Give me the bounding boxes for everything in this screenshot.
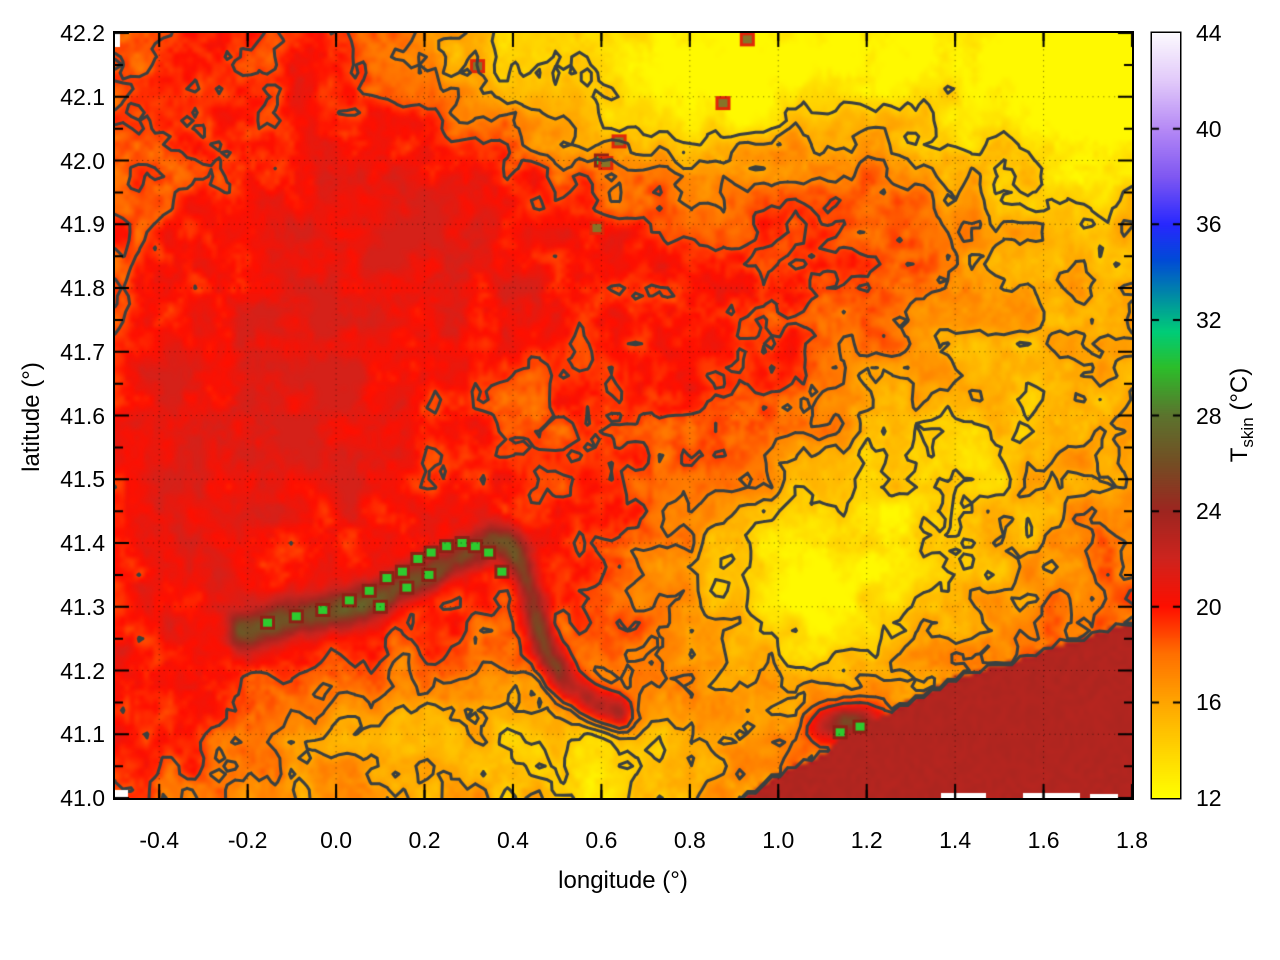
colorbar-label-subscript: skin [1237, 417, 1257, 448]
colorbar-tick-label: 44 [1196, 20, 1222, 46]
y-tick-label: 42.1 [60, 83, 105, 110]
y-tick-label: 41.4 [60, 530, 105, 556]
x-axis-label: longitude (°) [558, 867, 688, 894]
colorbar [1152, 33, 1180, 798]
x-tick-label: 1.4 [939, 827, 972, 853]
x-tick-label: -0.4 [139, 827, 180, 853]
colorbar-tick-label: 32 [1196, 306, 1222, 333]
colorbar-tick-label: 40 [1196, 115, 1222, 142]
x-tick-label: 0.4 [496, 827, 529, 853]
y-tick-label: 41.9 [60, 211, 105, 238]
x-tick-label: 1.0 [762, 827, 795, 853]
x-tick-label: 1.8 [1116, 827, 1148, 853]
x-tick-label: 0.6 [585, 827, 618, 853]
y-tick-label: 41.2 [60, 657, 105, 684]
x-tick-label: -0.2 [227, 827, 268, 853]
y-tick-label: 42.0 [60, 147, 105, 174]
x-tick-label: 0.8 [673, 827, 706, 853]
y-tick-label: 41.0 [60, 785, 105, 811]
colorbar-tick-label: 28 [1196, 402, 1222, 429]
colorbar-tick-label: 20 [1196, 593, 1222, 620]
y-tick-label: 41.1 [60, 721, 105, 748]
colorbar-tick-label: 12 [1196, 785, 1222, 811]
colorbar-label-symbol: T [1226, 447, 1254, 463]
x-tick-label: 0.2 [408, 827, 441, 853]
y-tick-label: 41.7 [60, 338, 105, 365]
y-tick-label: 41.3 [60, 593, 105, 620]
colorbar-label: Tskin (°C) [1226, 368, 1258, 463]
colorbar-canvas [1152, 33, 1180, 798]
y-tick-label: 41.5 [60, 466, 105, 493]
colorbar-label-unit: (°C) [1226, 367, 1254, 418]
y-tick-label: 41.6 [60, 402, 105, 429]
y-axis-label: latitude (°) [18, 362, 45, 472]
x-tick-label: 1.2 [850, 827, 883, 853]
colorbar-tick-label: 36 [1196, 211, 1222, 238]
x-tick-label: 0.0 [320, 827, 353, 853]
heatmap-plot-area [115, 33, 1132, 798]
colorbar-tick-label: 16 [1196, 689, 1222, 716]
y-tick-label: 41.8 [60, 275, 105, 301]
colorbar-tick-label: 24 [1196, 498, 1222, 525]
y-tick-label: 42.2 [60, 20, 105, 46]
heatmap-canvas [115, 33, 1132, 798]
x-tick-label: 1.6 [1027, 827, 1060, 853]
